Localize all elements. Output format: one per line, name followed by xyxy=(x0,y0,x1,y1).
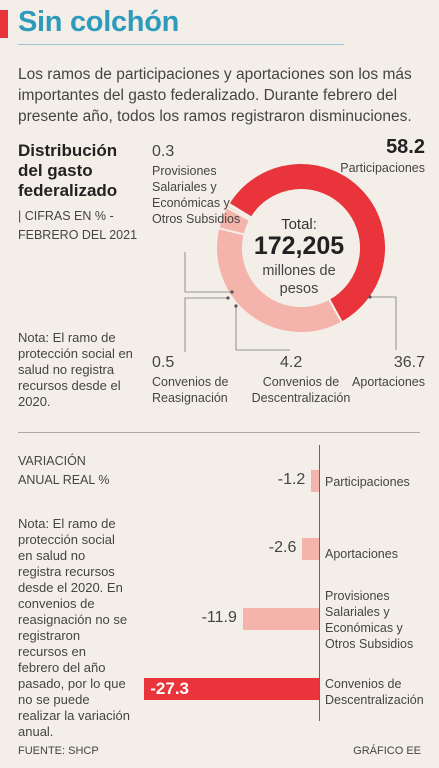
bar-value-label: -2.6 xyxy=(268,539,297,556)
bar-value-label: -1.2 xyxy=(277,471,306,488)
donut-slice-participaciones xyxy=(227,162,387,324)
bar-category-label: Convenios de Descentralización xyxy=(325,677,424,707)
footer-source: FUENTE: SHCP xyxy=(18,745,99,757)
title-divider xyxy=(18,44,344,45)
bar-category-label: Provisiones Salariales y Económicas y Ot… xyxy=(325,589,414,651)
label-value-participaciones: 58.2 xyxy=(386,136,425,158)
leader-line-descentralizacion xyxy=(235,306,290,351)
section-divider xyxy=(18,432,420,433)
label-value-descentralizacion: 4.2 xyxy=(280,354,303,371)
label-value-aportaciones: 36.7 xyxy=(393,354,425,371)
variation-title: VARIACIÓN ANUAL REAL % xyxy=(18,452,109,490)
donut-total-value: 172,205 xyxy=(253,232,345,260)
leader-line-aportaciones xyxy=(370,296,397,350)
bar-3 xyxy=(242,608,319,630)
footer-credit: GRÁFICO EE xyxy=(353,745,421,757)
variation-note: Nota: El ramo de protección social en sa… xyxy=(18,516,130,739)
donut-title-line: del gasto xyxy=(18,161,93,180)
leader-dot xyxy=(230,290,234,294)
leader-line-provisiones xyxy=(184,252,232,293)
page-title: Sin colchón xyxy=(18,6,180,38)
leader-line-reasignacion xyxy=(184,297,228,352)
label-name-descentralizacion: Convenios de Descentralización xyxy=(251,375,351,405)
donut-slice-subsidios xyxy=(226,202,253,220)
donut-subtitle: | CIFRAS EN % - FEBRERO DEL 2021 xyxy=(18,209,138,242)
label-name-aportaciones: Aportaciones xyxy=(352,375,425,389)
leader-dot xyxy=(226,296,230,300)
bar-1 xyxy=(311,470,319,492)
label-value-reasignacion: 0.5 xyxy=(152,354,175,371)
variation-title-line: ANUAL REAL % xyxy=(18,473,110,487)
label-name-participaciones: Participaciones xyxy=(340,161,425,175)
leader-dot xyxy=(234,304,238,308)
bar-value-label: -11.9 xyxy=(201,609,237,626)
leader-dot xyxy=(368,295,372,299)
bar-4 xyxy=(144,678,319,700)
donut-chart xyxy=(184,162,397,352)
variation-title-line: VARIACIÓN xyxy=(18,454,86,468)
bar-category-label: Participaciones xyxy=(325,475,410,489)
label-name-provisiones: Provisiones Salariales y Económicas y Ot… xyxy=(152,164,241,226)
bar-2 xyxy=(302,538,319,560)
label-name-reasignacion: Convenios de Reasignación xyxy=(152,375,229,405)
title-accent-bar xyxy=(0,10,8,38)
donut-title: Distribución del gasto federalizado xyxy=(18,141,117,201)
bar-category-label: Aportaciones xyxy=(325,547,398,561)
donut-title-line: federalizado xyxy=(18,181,118,200)
bar-chart-axis xyxy=(319,445,320,721)
donut-total-label: Total: xyxy=(281,216,317,233)
intro-text: Los ramos de participaciones y aportacio… xyxy=(18,66,412,125)
donut-total-unit: millones de pesos xyxy=(262,263,336,297)
donut-title-line: Distribución xyxy=(18,141,118,160)
bar-value-label: -27.3 xyxy=(150,679,190,698)
label-value-provisiones: 0.3 xyxy=(152,143,175,160)
donut-note: Nota: El ramo de protección social en sa… xyxy=(18,330,133,409)
